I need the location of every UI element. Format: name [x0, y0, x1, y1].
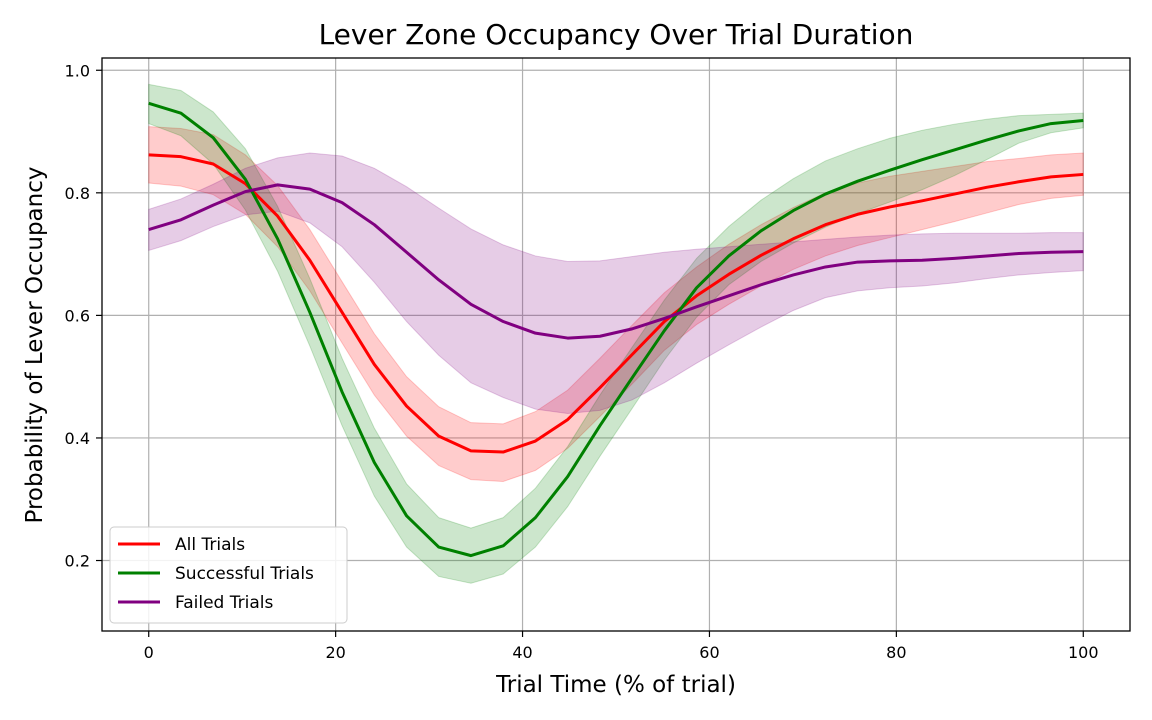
band-failed-trials [148, 152, 1084, 414]
chart-title: Lever Zone Occupancy Over Trial Duration [319, 18, 914, 51]
y-tick-label: 0.8 [65, 184, 90, 203]
x-tick-label: 100 [1068, 643, 1099, 662]
x-tick-label: 0 [144, 643, 154, 662]
x-tick-label: 20 [325, 643, 345, 662]
y-axis-ticks: 0.2 0.4 0.6 0.8 1.0 [65, 61, 102, 571]
y-tick-label: 0.2 [65, 552, 90, 571]
y-axis-label: Probability of Lever Occupancy [22, 167, 48, 524]
plot-frame [101, 57, 1131, 632]
x-tick-label: 40 [512, 643, 532, 662]
x-tick-label: 60 [699, 643, 719, 662]
series-lines [148, 101, 1084, 558]
line-failed-trials [148, 183, 1084, 340]
legend-label-all-trials: All Trials [175, 535, 245, 555]
y-tick-label: 0.4 [65, 429, 90, 448]
x-tick-label: 80 [886, 643, 906, 662]
legend-label-successful-trials: Successful Trials [175, 564, 314, 584]
x-axis-ticks: 0 20 40 60 80 100 [144, 631, 1099, 662]
line-all-trials [148, 153, 1084, 454]
legend: All Trials Successful Trials Failed Tria… [109, 526, 348, 624]
x-axis-label: Trial Time (% of trial) [495, 672, 736, 698]
y-tick-label: 1.0 [65, 61, 90, 80]
line-successful-trials [148, 101, 1084, 558]
legend-label-failed-trials: Failed Trials [175, 593, 273, 613]
legend-box [109, 526, 348, 624]
band-successful-trials [148, 83, 1084, 584]
y-tick-label: 0.6 [65, 306, 90, 325]
